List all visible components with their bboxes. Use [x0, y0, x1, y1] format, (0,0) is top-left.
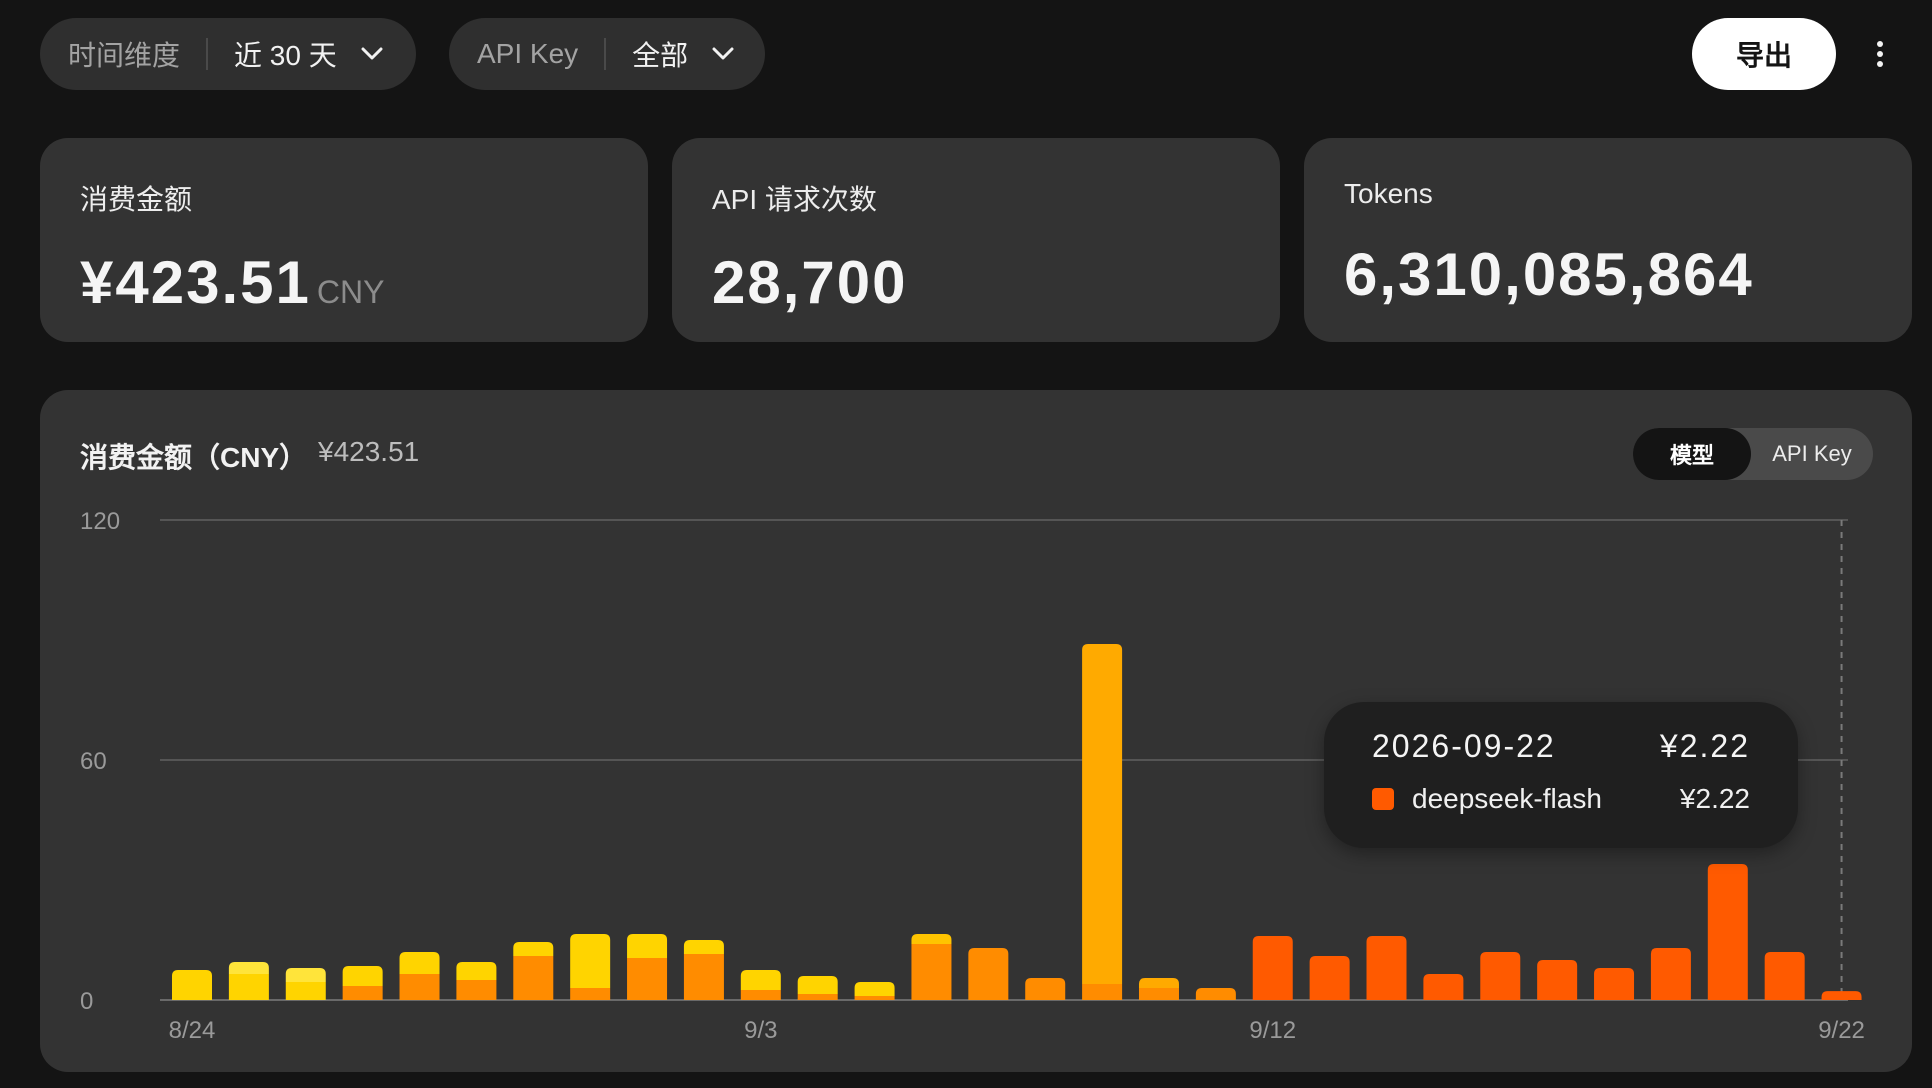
- bar-segment[interactable]: [456, 962, 497, 980]
- spend-stat-card: 消费金额 ¥423.51 CNY: [40, 138, 648, 342]
- y-tick-label: 120: [80, 508, 120, 535]
- bar-segment[interactable]: [968, 948, 1009, 1000]
- bar-segment[interactable]: [797, 994, 838, 1000]
- bar-segment[interactable]: [456, 980, 497, 1000]
- bar-segment[interactable]: [1138, 988, 1179, 1000]
- stat-value: 6,310,085,864: [1344, 241, 1754, 308]
- series-swatch: [1372, 788, 1394, 810]
- divider: [206, 38, 209, 70]
- bar-segment[interactable]: [1082, 984, 1123, 1000]
- bar-segment[interactable]: [228, 962, 269, 974]
- stat-label: 消费金额: [80, 184, 193, 215]
- bar-segment[interactable]: [172, 970, 212, 1000]
- bar-segment[interactable]: [1480, 952, 1521, 1000]
- tooltip-total: ¥2.22: [1659, 728, 1750, 764]
- bar-segment[interactable]: [854, 996, 895, 1000]
- bar-segment[interactable]: [1423, 974, 1464, 1000]
- toggle-model[interactable]: 模型: [1633, 428, 1751, 480]
- y-tick-label: 60: [80, 748, 107, 775]
- more-options-icon[interactable]: [1862, 36, 1898, 72]
- bar-segment[interactable]: [1764, 952, 1805, 1000]
- time-range-label: 时间维度: [68, 40, 181, 71]
- time-range-value: 近 30 天: [234, 40, 337, 71]
- toggle-api-key[interactable]: API Key: [1772, 441, 1852, 466]
- tooltip-date: 2026-09-22: [1372, 728, 1556, 764]
- spend-chart-panel: 0 60 120 8/24 9/3 9/12 9/22 消费金额（CNY） ¥423.51 …: [40, 390, 1912, 1072]
- api-key-filter-value: 全部: [632, 40, 689, 71]
- bar-segment[interactable]: [627, 934, 668, 958]
- bar-segment[interactable]: [342, 966, 383, 986]
- y-tick-label: 0: [80, 988, 93, 1015]
- tooltip-series-value: ¥2.22: [1679, 783, 1750, 814]
- bar-segment[interactable]: [1138, 978, 1179, 988]
- bar-segment[interactable]: [1537, 960, 1578, 1000]
- tokens-stat-card: Tokens 6,310,085,864: [1304, 138, 1912, 342]
- bar-segment[interactable]: [228, 974, 269, 1000]
- stat-unit: CNY: [316, 274, 385, 310]
- bar-segment[interactable]: [399, 974, 440, 1000]
- stat-value-row: ¥423.51 CNY: [80, 248, 608, 317]
- spend-bar-chart[interactable]: 0 60 120 8/24 9/3 9/12 9/22: [40, 390, 1912, 1072]
- stat-label: Tokens: [1344, 178, 1433, 209]
- bar-segment[interactable]: [399, 952, 440, 974]
- x-tick-label: 8/24: [169, 1017, 216, 1044]
- bar-segment[interactable]: [683, 940, 724, 954]
- bar-segment[interactable]: [513, 942, 554, 956]
- chart-total: ¥423.51: [318, 436, 420, 467]
- bar-segment[interactable]: [683, 954, 724, 1000]
- bar-segment[interactable]: [740, 990, 781, 1000]
- time-range-select[interactable]: 时间维度 近 30 天: [40, 18, 416, 90]
- bar-segment[interactable]: [570, 934, 611, 988]
- chevron-down-icon: [361, 47, 383, 61]
- bar-segment[interactable]: [911, 934, 952, 944]
- bar-segment[interactable]: [1309, 956, 1350, 1000]
- chart-tooltip: 2026-09-22 ¥2.22 deepseek-flash ¥2.22: [1324, 702, 1798, 848]
- bar-segment[interactable]: [797, 976, 838, 994]
- bar-segment[interactable]: [513, 956, 554, 1000]
- bar-segment[interactable]: [1366, 936, 1407, 1000]
- api-key-select[interactable]: API Key 全部: [449, 18, 765, 90]
- bar-segment[interactable]: [1707, 864, 1748, 1000]
- bar-segment[interactable]: [911, 944, 952, 1000]
- bar-segment[interactable]: [1252, 936, 1293, 1000]
- bar-segment[interactable]: [740, 970, 781, 990]
- x-tick-label: 9/3: [744, 1017, 777, 1044]
- tooltip-series-name: deepseek-flash: [1412, 783, 1602, 814]
- x-tick-label: 9/12: [1249, 1017, 1296, 1044]
- divider: [604, 38, 607, 70]
- bar-segment[interactable]: [1195, 988, 1236, 1000]
- stat-value: 28,700: [712, 249, 908, 316]
- bar-segment[interactable]: [854, 982, 895, 996]
- bar-segment[interactable]: [1082, 644, 1123, 984]
- bar-segment[interactable]: [342, 986, 383, 1000]
- stat-label: API 请求次数: [712, 184, 877, 215]
- bar-segment[interactable]: [627, 958, 668, 1000]
- x-tick-label: 9/22: [1818, 1017, 1865, 1044]
- stat-value: ¥423.51: [80, 249, 311, 316]
- bar-segment[interactable]: [1025, 978, 1066, 1000]
- bar-segment[interactable]: [1650, 948, 1691, 1000]
- chevron-down-icon: [712, 47, 734, 61]
- export-button[interactable]: 导出: [1692, 18, 1836, 90]
- group-by-toggle: 模型 API Key: [1633, 428, 1873, 480]
- bar-segment[interactable]: [285, 982, 326, 1000]
- requests-stat-card: API 请求次数 28,700: [672, 138, 1280, 342]
- bar-segment[interactable]: [1594, 968, 1635, 1000]
- chart-title: 消费金额（CNY）: [80, 442, 308, 473]
- bar-segment[interactable]: [285, 968, 326, 982]
- bar-segment[interactable]: [1821, 991, 1862, 1000]
- bar-segment[interactable]: [570, 988, 611, 1000]
- api-key-filter-label: API Key: [477, 38, 579, 69]
